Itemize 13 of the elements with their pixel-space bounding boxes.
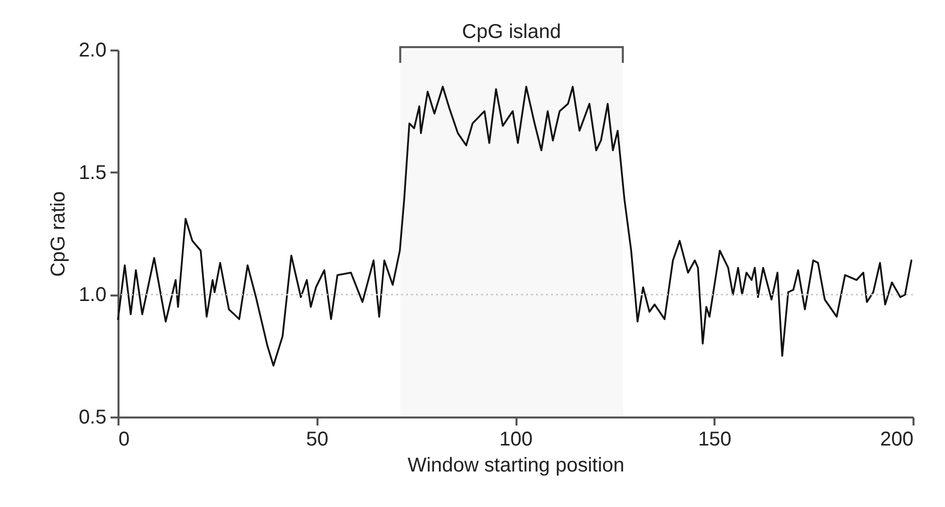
x-tick-label: 50 <box>306 428 328 450</box>
y-tick-label: 1.5 <box>78 162 106 184</box>
line-series <box>117 86 912 367</box>
x-tick-label: 200 <box>880 428 914 450</box>
x-tick-label: 150 <box>698 428 732 450</box>
y-tick-label: 0.5 <box>78 406 106 428</box>
x-tick-label: 100 <box>499 428 533 450</box>
y-tick-label: 2.0 <box>78 40 106 62</box>
y-axis-title: CpG ratio <box>48 191 70 277</box>
y-tick-label: 1.0 <box>78 284 106 306</box>
x-axis-title: Window starting position <box>408 454 624 476</box>
x-tick-label: 0 <box>118 428 130 450</box>
band-label: CpG island <box>462 21 561 43</box>
